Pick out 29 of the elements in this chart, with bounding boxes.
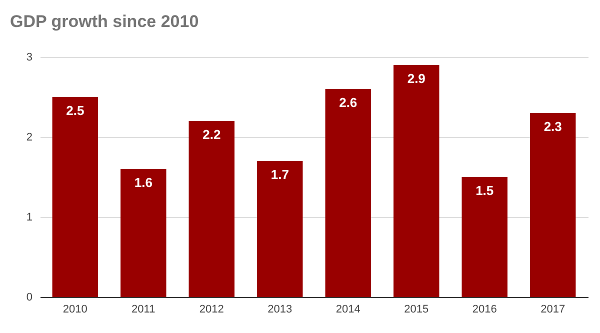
y-tick-label: 0 [26,292,32,304]
data-label: 1.6 [134,175,152,190]
y-tick-label: 3 [26,52,32,64]
x-tick-label: 2012 [199,304,224,316]
y-tick-label: 1 [26,212,32,224]
bar [462,177,508,297]
data-label: 1.7 [270,167,289,182]
x-tick-label: 2016 [472,304,497,316]
bar [120,169,166,297]
bar [52,97,98,297]
x-tick-label: 2017 [540,304,566,316]
data-label: 2.9 [407,71,426,86]
y-tick-label: 2 [26,132,32,144]
data-label: 2.6 [339,95,358,110]
bar [325,89,371,297]
bar [257,161,303,297]
x-tick-label: 2015 [404,304,429,316]
bar [530,113,576,297]
data-label: 1.5 [476,183,494,198]
data-label: 2.5 [66,103,84,118]
data-label: 2.2 [202,127,221,142]
bar [188,121,234,297]
chart-title: GDP growth since 2010 [10,12,199,31]
bar [394,65,440,297]
x-tick-label: 2010 [62,304,88,316]
x-tick-label: 2011 [132,304,156,316]
data-label: 2.3 [544,119,562,134]
x-tick-label: 2013 [268,304,292,316]
x-tick-label: 2014 [336,304,360,316]
